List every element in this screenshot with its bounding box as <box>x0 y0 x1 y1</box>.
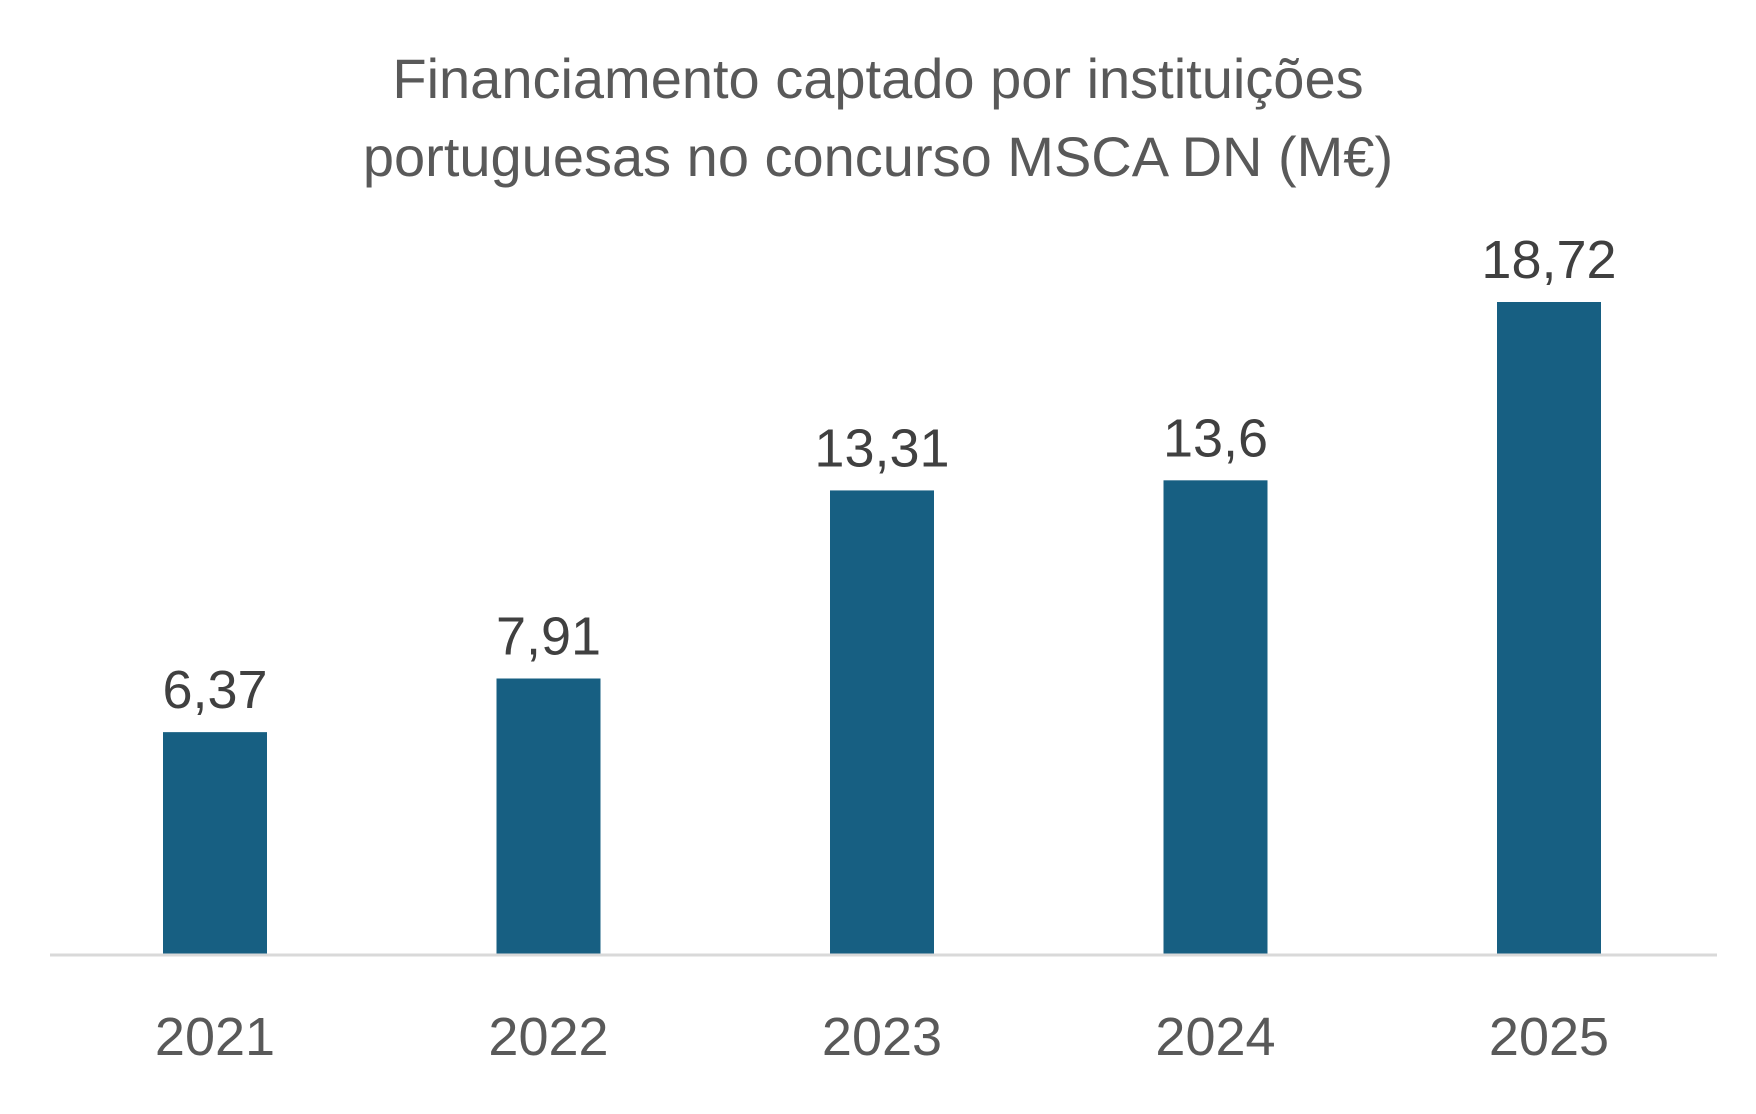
data-label-2021: 6,37 <box>162 660 267 720</box>
bar-2024 <box>1163 480 1268 954</box>
data-label-2024: 13,6 <box>1163 408 1268 468</box>
data-label-2025: 18,72 <box>1481 230 1616 290</box>
chart-title-line-1: Financiamento captado por instituições <box>392 47 1364 110</box>
bar-2023 <box>830 490 934 954</box>
x-tick-label-2025: 2025 <box>1489 1007 1609 1067</box>
x-tick-label-2022: 2022 <box>488 1007 608 1067</box>
bar-2021 <box>163 732 267 954</box>
chart-title: Financiamento captado por instituições p… <box>0 40 1756 196</box>
data-label-2023: 13,31 <box>814 418 949 478</box>
x-tick-label-2023: 2023 <box>822 1007 942 1067</box>
x-tick-label-2021: 2021 <box>155 1007 275 1067</box>
data-label-2022: 7,91 <box>496 607 601 667</box>
chart-title-line-2: portuguesas no concurso MSCA DN (M€) <box>362 125 1394 188</box>
bar-2025 <box>1497 302 1601 954</box>
x-tick-label-2024: 2024 <box>1155 1007 1275 1067</box>
bar-2022 <box>496 678 601 954</box>
